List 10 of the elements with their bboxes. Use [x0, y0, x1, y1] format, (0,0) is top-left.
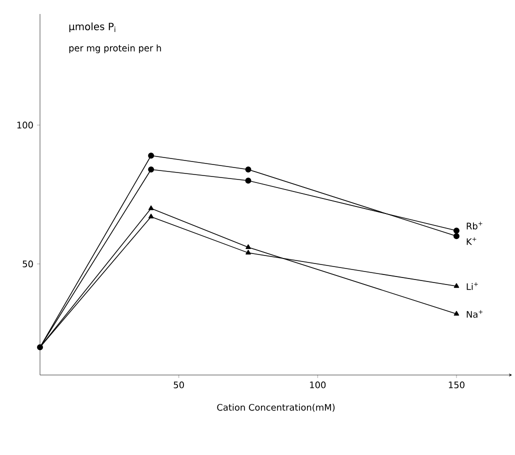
series-label: Li$^{+}$ [466, 282, 478, 290]
x-tick-label: 150 [448, 382, 464, 388]
y-axis-title: μmoles P$_{i}$ [69, 22, 116, 32]
x-tick-label: 50 [174, 382, 184, 388]
series-label: Na$^{+}$ [466, 310, 483, 318]
x-axis-title: Cation Concentration(mM) [217, 404, 335, 412]
annotation: per mg protein per h [69, 44, 161, 54]
series-label: Rb$^{+}$ [466, 222, 482, 230]
x-tick-label: 100 [310, 382, 326, 388]
series-label: K$^{+}$ [466, 237, 476, 245]
